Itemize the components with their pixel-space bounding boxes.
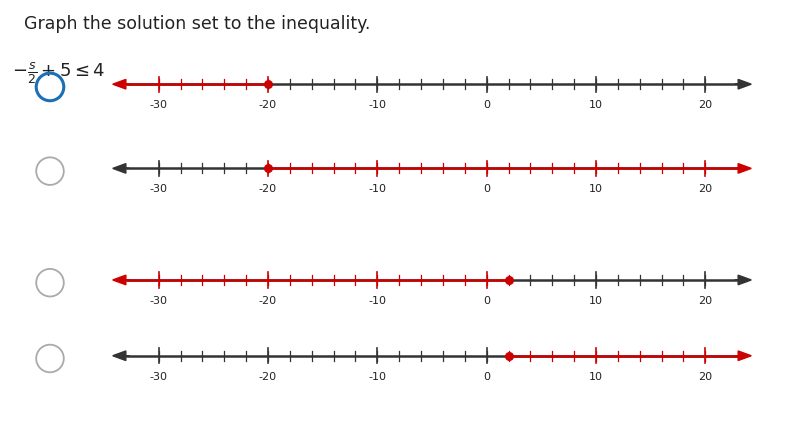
Text: -10: -10 [368,184,386,194]
Text: 10: 10 [589,184,603,194]
Text: 0: 0 [483,100,490,110]
Text: 10: 10 [589,296,603,306]
Text: -20: -20 [259,372,277,381]
Text: 0: 0 [483,372,490,381]
Text: 10: 10 [589,372,603,381]
Text: -20: -20 [259,184,277,194]
Text: -20: -20 [259,296,277,306]
Text: 0: 0 [483,296,490,306]
FancyArrow shape [113,351,129,360]
Text: -20: -20 [259,100,277,110]
FancyArrow shape [735,80,751,89]
FancyArrow shape [113,275,129,285]
Text: 20: 20 [698,372,712,381]
Text: -30: -30 [150,296,168,306]
FancyArrow shape [735,351,751,360]
Text: -10: -10 [368,296,386,306]
FancyArrow shape [113,80,129,89]
Text: Graph the solution set to the inequality.: Graph the solution set to the inequality… [24,15,370,33]
Text: 20: 20 [698,100,712,110]
Text: -30: -30 [150,100,168,110]
Text: 20: 20 [698,184,712,194]
Text: -30: -30 [150,372,168,381]
Text: -30: -30 [150,184,168,194]
FancyArrow shape [113,164,129,173]
FancyArrow shape [735,275,751,285]
FancyArrow shape [735,164,751,173]
Text: 20: 20 [698,296,712,306]
Text: -10: -10 [368,372,386,381]
Text: 10: 10 [589,100,603,110]
Text: -10: -10 [368,100,386,110]
Text: $-\frac{s}{2}+5\leq4$: $-\frac{s}{2}+5\leq4$ [12,61,106,86]
Text: 0: 0 [483,184,490,194]
